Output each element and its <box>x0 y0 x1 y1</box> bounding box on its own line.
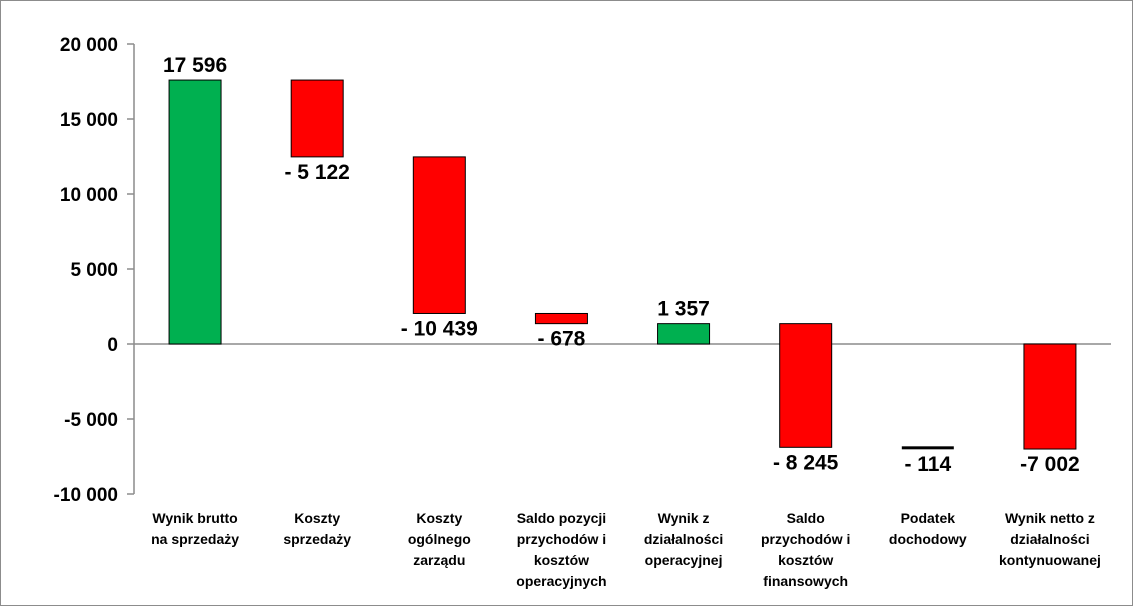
category-label: Koszty <box>294 510 340 526</box>
y-tick-label: 0 <box>107 335 118 356</box>
category-label: działalności <box>1010 531 1089 547</box>
data-label: -7 002 <box>1020 453 1080 476</box>
category-label: Koszty <box>416 510 462 526</box>
y-tick-label: -10 000 <box>54 485 118 506</box>
category-label: finansowych <box>763 573 848 589</box>
data-label: 1 357 <box>657 298 710 321</box>
y-tick-label: 10 000 <box>60 185 118 206</box>
category-label: Podatek <box>901 510 956 526</box>
data-label: - 678 <box>538 328 586 351</box>
category-label: na sprzedaży <box>151 531 239 547</box>
category-label: ogólnego <box>408 531 471 547</box>
category-label: dochodowy <box>889 531 967 547</box>
data-label: - 8 245 <box>773 451 839 474</box>
y-tick-label: 20 000 <box>60 35 118 56</box>
category-label: działalności <box>644 531 723 547</box>
waterfall-bar <box>168 79 222 345</box>
category-label: Saldo pozycji <box>517 510 606 526</box>
category-label: Wynik netto z <box>1005 510 1095 526</box>
category-label: Saldo <box>787 510 825 526</box>
category-label: Wynik brutto <box>152 510 237 526</box>
data-label: - 10 439 <box>401 317 478 340</box>
y-tick-label: -5 000 <box>64 410 118 431</box>
category-label: kontynuowanej <box>999 552 1101 568</box>
category-label: kosztów <box>534 552 589 568</box>
y-tick-label: 15 000 <box>60 110 118 131</box>
category-label: kosztów <box>778 552 833 568</box>
data-label: - 114 <box>904 453 951 476</box>
waterfall-bar <box>779 323 833 448</box>
category-label: zarządu <box>413 552 465 568</box>
data-label: - 5 122 <box>284 161 349 184</box>
category-label: Wynik z <box>658 510 710 526</box>
y-tick-label: 5 000 <box>70 260 118 281</box>
waterfall-bar <box>534 312 588 325</box>
data-label: 17 596 <box>163 54 227 77</box>
category-label: przychodów i <box>517 531 606 547</box>
waterfall-bar <box>290 79 344 158</box>
category-label: przychodów i <box>761 531 850 547</box>
waterfall-bar <box>1023 343 1077 450</box>
waterfall-bar <box>412 156 466 314</box>
category-label: sprzedaży <box>283 531 351 547</box>
waterfall-bar <box>657 323 711 345</box>
waterfall-bar <box>901 446 954 450</box>
category-label: operacyjnej <box>645 552 723 568</box>
category-label: operacyjnych <box>516 573 606 589</box>
